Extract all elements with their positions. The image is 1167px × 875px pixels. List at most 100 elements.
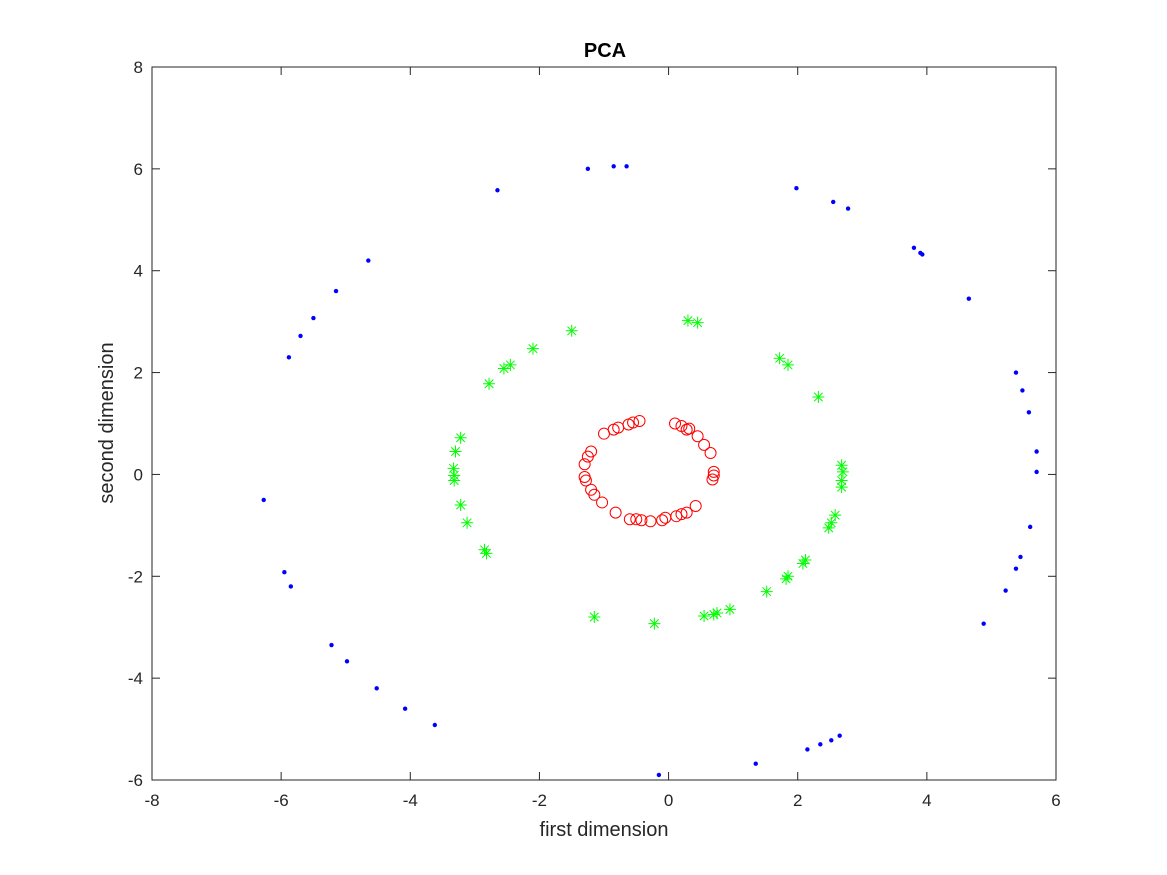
data-point-circle — [689, 500, 702, 513]
y-tick-label: 4 — [134, 262, 143, 281]
data-point-dot — [1013, 566, 1019, 571]
data-point-asterisk — [478, 543, 491, 556]
chart-title: PCA — [584, 40, 626, 62]
data-point-dot — [402, 706, 408, 711]
data-point-circle — [581, 450, 594, 463]
data-series — [261, 164, 1039, 778]
data-point-asterisk — [588, 611, 601, 624]
data-point-asterisk — [480, 547, 493, 560]
data-point-dot — [818, 742, 823, 747]
data-point-circle — [609, 506, 622, 519]
data-point-circle — [635, 514, 648, 527]
data-point-asterisk — [681, 314, 694, 327]
data-point-circle — [623, 513, 636, 526]
data-point-asterisk — [449, 445, 462, 458]
data-point-dot — [981, 621, 986, 626]
data-point-circle — [680, 506, 693, 519]
y-tick-label: 2 — [134, 364, 143, 383]
x-tick-label: -6 — [274, 791, 289, 810]
data-point-dot — [261, 497, 266, 503]
data-point-dot — [1003, 588, 1008, 593]
data-point-dot — [911, 245, 917, 250]
series-asterisk — [447, 314, 849, 630]
data-point-dot — [1020, 388, 1025, 393]
data-point-asterisk — [461, 516, 474, 529]
data-point-dot — [831, 199, 836, 205]
data-point-circle — [675, 508, 688, 521]
data-point-asterisk — [782, 358, 795, 371]
data-point-dot — [656, 772, 662, 778]
data-point-asterisk — [483, 377, 496, 390]
y-tick-label: 8 — [134, 58, 143, 77]
data-point-dot — [495, 188, 500, 193]
series-circle — [578, 414, 720, 528]
data-point-asterisk — [822, 521, 835, 534]
data-point-dot — [1034, 449, 1039, 454]
data-point-asterisk — [648, 617, 661, 630]
data-point-asterisk — [796, 557, 809, 570]
data-point-dot — [374, 686, 379, 691]
data-point-circle — [588, 488, 601, 501]
data-point-dot — [611, 164, 616, 169]
data-point-asterisk — [773, 352, 786, 365]
data-point-dot — [288, 584, 294, 589]
data-point-dot — [966, 296, 972, 301]
data-point-dot — [1018, 554, 1023, 560]
data-point-asterisk — [711, 606, 723, 619]
data-point-dot — [624, 164, 629, 169]
data-point-asterisk — [760, 585, 773, 598]
data-point-asterisk — [835, 459, 848, 472]
x-tick-label: -8 — [144, 791, 159, 810]
data-point-dot — [1013, 370, 1019, 375]
data-point-dot — [282, 570, 287, 575]
data-point-circle — [706, 473, 719, 486]
data-point-asterisk — [454, 498, 467, 511]
data-point-asterisk — [565, 324, 578, 337]
data-point-circle — [669, 417, 682, 430]
data-point-dot — [286, 355, 292, 360]
data-point-dot — [753, 761, 758, 766]
data-point-dot — [329, 642, 334, 648]
data-point-circle — [698, 438, 711, 451]
data-point-asterisk — [504, 358, 517, 371]
plot-area-frame — [151, 66, 1057, 781]
data-point-circle — [578, 458, 591, 471]
data-point-asterisk — [780, 572, 793, 585]
data-point-asterisk — [698, 610, 711, 623]
y-axis-label: second dimension — [96, 342, 118, 503]
data-point-circle — [633, 414, 646, 427]
data-point-circle — [644, 515, 657, 528]
data-point-dot — [794, 186, 799, 191]
data-point-circle — [627, 416, 640, 429]
data-point-circle — [691, 430, 704, 443]
x-tick-label: -4 — [403, 791, 418, 810]
y-tick-label: -6 — [128, 771, 143, 790]
data-point-dot — [1026, 410, 1032, 415]
data-point-dot — [344, 659, 350, 664]
data-point-circle — [707, 465, 720, 478]
x-tick-label: 4 — [922, 791, 931, 810]
data-point-circle — [579, 474, 592, 487]
data-point-dot — [333, 288, 339, 294]
x-axis-label: first dimension — [540, 819, 669, 841]
data-point-asterisk — [526, 342, 539, 355]
data-point-asterisk — [723, 603, 736, 616]
data-point-asterisk — [691, 316, 704, 329]
data-point-dot — [311, 315, 316, 321]
data-point-circle — [596, 496, 609, 509]
data-point-asterisk — [829, 509, 842, 522]
data-point-asterisk — [454, 431, 467, 444]
data-point-dot — [805, 747, 810, 752]
data-point-dot — [585, 166, 591, 172]
x-tick-label: 6 — [1051, 791, 1060, 810]
x-tick-label: -2 — [532, 791, 547, 810]
data-point-asterisk — [812, 391, 825, 404]
data-point-asterisk — [799, 553, 812, 566]
data-point-dot — [298, 333, 303, 339]
series-dot — [261, 164, 1039, 778]
y-tick-label: 6 — [134, 160, 143, 179]
data-point-dot — [1034, 469, 1039, 475]
data-point-circle — [630, 513, 643, 526]
